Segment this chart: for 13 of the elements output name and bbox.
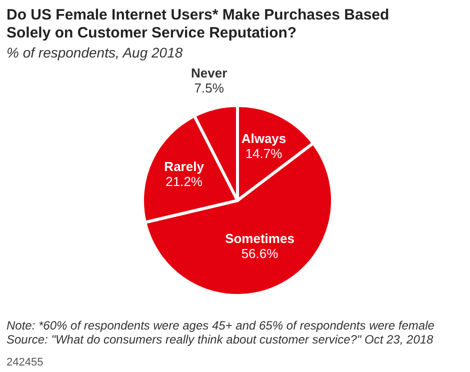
slice-label: Sometimes bbox=[225, 230, 294, 246]
slice-label: Never bbox=[191, 65, 228, 80]
source-note: Source: "What do consumers really think about customer service?" Oct 23, 2018 bbox=[6, 332, 434, 346]
data-label: 56.6% bbox=[241, 246, 279, 261]
data-label: 14.7% bbox=[245, 146, 283, 161]
text: 242455 bbox=[6, 356, 44, 368]
text: Note: *60% of respondents were ages 45+ and 65% of respondents were female bbox=[6, 318, 435, 332]
slice-label: Rarely bbox=[164, 158, 205, 174]
data-label: 7.5% bbox=[194, 80, 224, 96]
data-label: 21.2% bbox=[166, 174, 203, 189]
chart-title: Do US Female Internet Users* Make Purchases Based Solely on Customer Service Reputation? bbox=[6, 6, 390, 42]
slice-label: Always bbox=[241, 130, 286, 146]
chart-subtitle: % of respondents, Aug 2018 bbox=[6, 44, 183, 60]
